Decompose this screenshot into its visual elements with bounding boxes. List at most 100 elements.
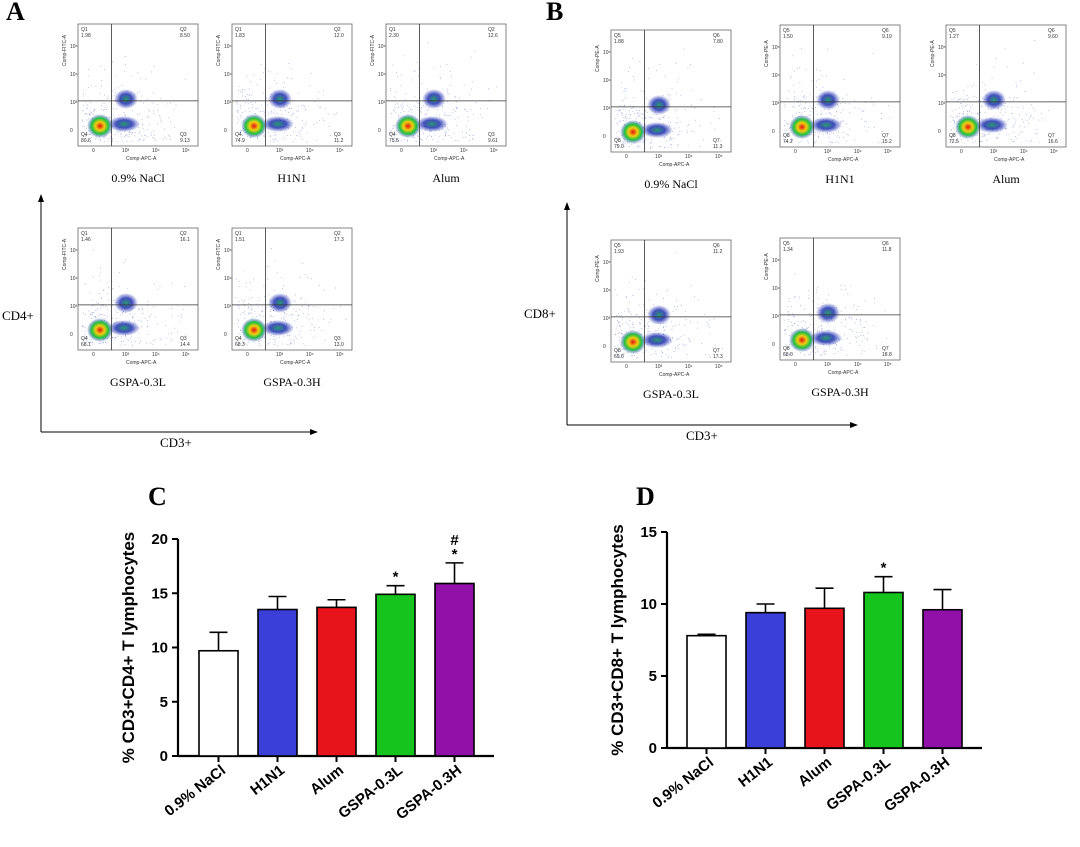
quadrant-name: Q5 xyxy=(614,243,621,249)
quadrant-name: Q2 xyxy=(334,231,341,237)
flow-y-tick: 10³ xyxy=(938,101,946,107)
y-tick-label: 0 xyxy=(160,748,168,765)
quadrant-name: Q4 xyxy=(389,132,396,138)
quadrant-percent: 68.0 xyxy=(783,352,793,358)
flow-y-tick: 10⁴ xyxy=(224,72,232,78)
quadrant-name: Q7 xyxy=(882,346,889,352)
flow-x-tick: 0 xyxy=(960,149,963,155)
flow-plot-b-4: Q51.93Q611.2Q717.3Q869.60010³10³10⁴10⁴10… xyxy=(595,239,732,401)
quadrant-name: Q4 xyxy=(81,132,88,138)
flow-y-tick: 0 xyxy=(224,128,227,134)
quadrant-percent: 12.6 xyxy=(488,33,498,39)
flow-y-tick: 10³ xyxy=(603,316,611,322)
flow-y-label: Comp-PE-A xyxy=(930,40,936,67)
quadrant-name: Q5 xyxy=(783,241,790,247)
quadrant-percent: 1.46 xyxy=(81,237,91,243)
flow-y-tick: 10⁴ xyxy=(603,78,611,84)
bar-gspa-0-3l xyxy=(863,591,904,749)
bar-gspa-0-3h xyxy=(922,608,963,749)
flow-x-tick: 0 xyxy=(92,148,95,154)
quadrant-name: Q6 xyxy=(713,33,720,39)
flow-y-tick: 10⁵ xyxy=(224,44,232,50)
flow-y-tick: 0 xyxy=(772,129,775,135)
flow-y-tick: 10³ xyxy=(772,101,780,107)
flow-group-label: 0.9% NaCl xyxy=(644,177,698,191)
quadrant-name: Q2 xyxy=(334,27,341,33)
flow-density xyxy=(614,48,721,149)
flow-y-tick: 10³ xyxy=(772,314,780,320)
quadrant-percent: 9.61 xyxy=(488,138,498,144)
flow-x-tick: 0 xyxy=(794,362,797,368)
quadrant-name: Q1 xyxy=(81,27,88,33)
flow-group-label: GSPA-0.3H xyxy=(263,375,321,389)
flow-cytometry-plots: Q11.98Q28.50Q39.13Q480.60010³10³10⁴10⁴10… xyxy=(62,23,1067,401)
quadrant-name: Q2 xyxy=(488,27,495,33)
flow-y-label: Comp-FITC-A xyxy=(370,34,376,66)
flow-x-label: Comp-APC-A xyxy=(659,162,690,168)
x-tick-label: Alum xyxy=(795,754,835,790)
quadrant-percent: 1.83 xyxy=(235,33,245,39)
bar-0-9-nacl xyxy=(198,649,239,757)
flow-x-tick: 10⁴ xyxy=(306,352,314,358)
flow-plot-b-1: Q51.88Q67.80Q711.3Q879.00010³10³10⁴10⁴10… xyxy=(595,29,732,191)
quadrant-name: Q7 xyxy=(1048,133,1055,139)
quadrant-percent: 1.27 xyxy=(949,34,959,40)
y-tick-label: 10 xyxy=(640,596,657,613)
flow-y-tick: 10⁵ xyxy=(224,248,232,254)
flow-x-tick: 10⁵ xyxy=(715,154,723,160)
x-tick-label: GSPA-0.3H xyxy=(393,762,465,823)
flow-x-tick: 10³ xyxy=(990,149,998,155)
flow-x-tick: 10⁴ xyxy=(306,148,314,154)
flow-group-label: H1N1 xyxy=(825,172,854,186)
flow-x-tick: 10⁴ xyxy=(685,154,693,160)
flow-x-tick: 10⁵ xyxy=(715,364,723,370)
panel-letter-b: B xyxy=(546,0,563,26)
flow-x-tick: 10⁴ xyxy=(1020,149,1028,155)
panel-b-axes: CD8+ CD3+ xyxy=(524,202,858,443)
flow-y-tick: 10⁴ xyxy=(70,72,78,78)
flow-plot-b-3: Q51.27Q69.60Q716.6Q872.50010³10³10⁴10⁴10… xyxy=(930,24,1067,186)
flow-y-tick: 10³ xyxy=(70,304,78,310)
flow-y-tick: 10⁴ xyxy=(938,73,946,79)
quadrant-name: Q5 xyxy=(614,33,621,39)
bar-0-9-nacl xyxy=(686,634,727,749)
flow-y-tick: 0 xyxy=(772,342,775,348)
quadrant-name: Q7 xyxy=(713,348,720,354)
flow-y-tick: 10⁵ xyxy=(378,44,386,50)
quadrant-percent: 79.0 xyxy=(614,144,624,150)
flow-plot-b-2: Q51.50Q69.19Q715.2Q874.20010³10³10⁴10⁴10… xyxy=(764,24,901,186)
flow-x-tick: 10⁵ xyxy=(490,148,498,154)
flow-y-tick: 10⁴ xyxy=(70,276,78,282)
quadrant-percent: 1.34 xyxy=(783,247,793,253)
quadrant-name: Q7 xyxy=(882,133,889,139)
quadrant-name: Q7 xyxy=(713,138,720,144)
flow-x-tick: 10⁵ xyxy=(884,149,892,155)
bar-charts: 0 5 10 15 20 % CD3+CD4+ T lymphocytes 0.9% NaC… xyxy=(119,524,982,823)
quadrant-percent: 14.4 xyxy=(180,342,190,348)
quadrant-percent: 1.51 xyxy=(235,237,245,243)
quadrant-name: Q8 xyxy=(614,138,621,144)
flow-x-tick: 10⁵ xyxy=(1050,149,1058,155)
flow-y-label: Comp-PE-A xyxy=(595,255,601,282)
flow-x-tick: 10⁵ xyxy=(182,148,190,154)
quadrant-percent: 17.3 xyxy=(334,237,344,243)
flow-x-label: Comp-APC-A xyxy=(434,156,465,162)
flow-x-label: Comp-APC-A xyxy=(659,372,690,378)
flow-plot-b-5: Q51.34Q611.8Q718.8Q868.00010³10³10⁴10⁴10… xyxy=(764,237,901,399)
flow-y-tick: 10⁴ xyxy=(378,72,386,78)
y-axis-label: % CD3+CD8+ T lymphocytes xyxy=(608,524,627,755)
flow-x-tick: 10⁵ xyxy=(884,362,892,368)
flow-y-label: Comp-FITC-A xyxy=(216,34,222,66)
flow-x-tick: 10⁵ xyxy=(182,352,190,358)
x-tick-label: H1N1 xyxy=(735,754,776,791)
flow-x-tick: 10⁴ xyxy=(854,362,862,368)
flow-x-tick: 10³ xyxy=(122,352,130,358)
flow-y-tick: 10⁵ xyxy=(938,45,946,51)
x-tick-label: Alum xyxy=(307,762,347,798)
flow-y-tick: 10³ xyxy=(224,100,232,106)
quadrant-percent: 2.30 xyxy=(389,33,399,39)
flow-x-label: Comp-APC-A xyxy=(280,360,311,366)
quadrant-name: Q8 xyxy=(783,346,790,352)
bar-gspa-0-3h xyxy=(434,582,475,757)
bar-alum xyxy=(316,606,357,757)
